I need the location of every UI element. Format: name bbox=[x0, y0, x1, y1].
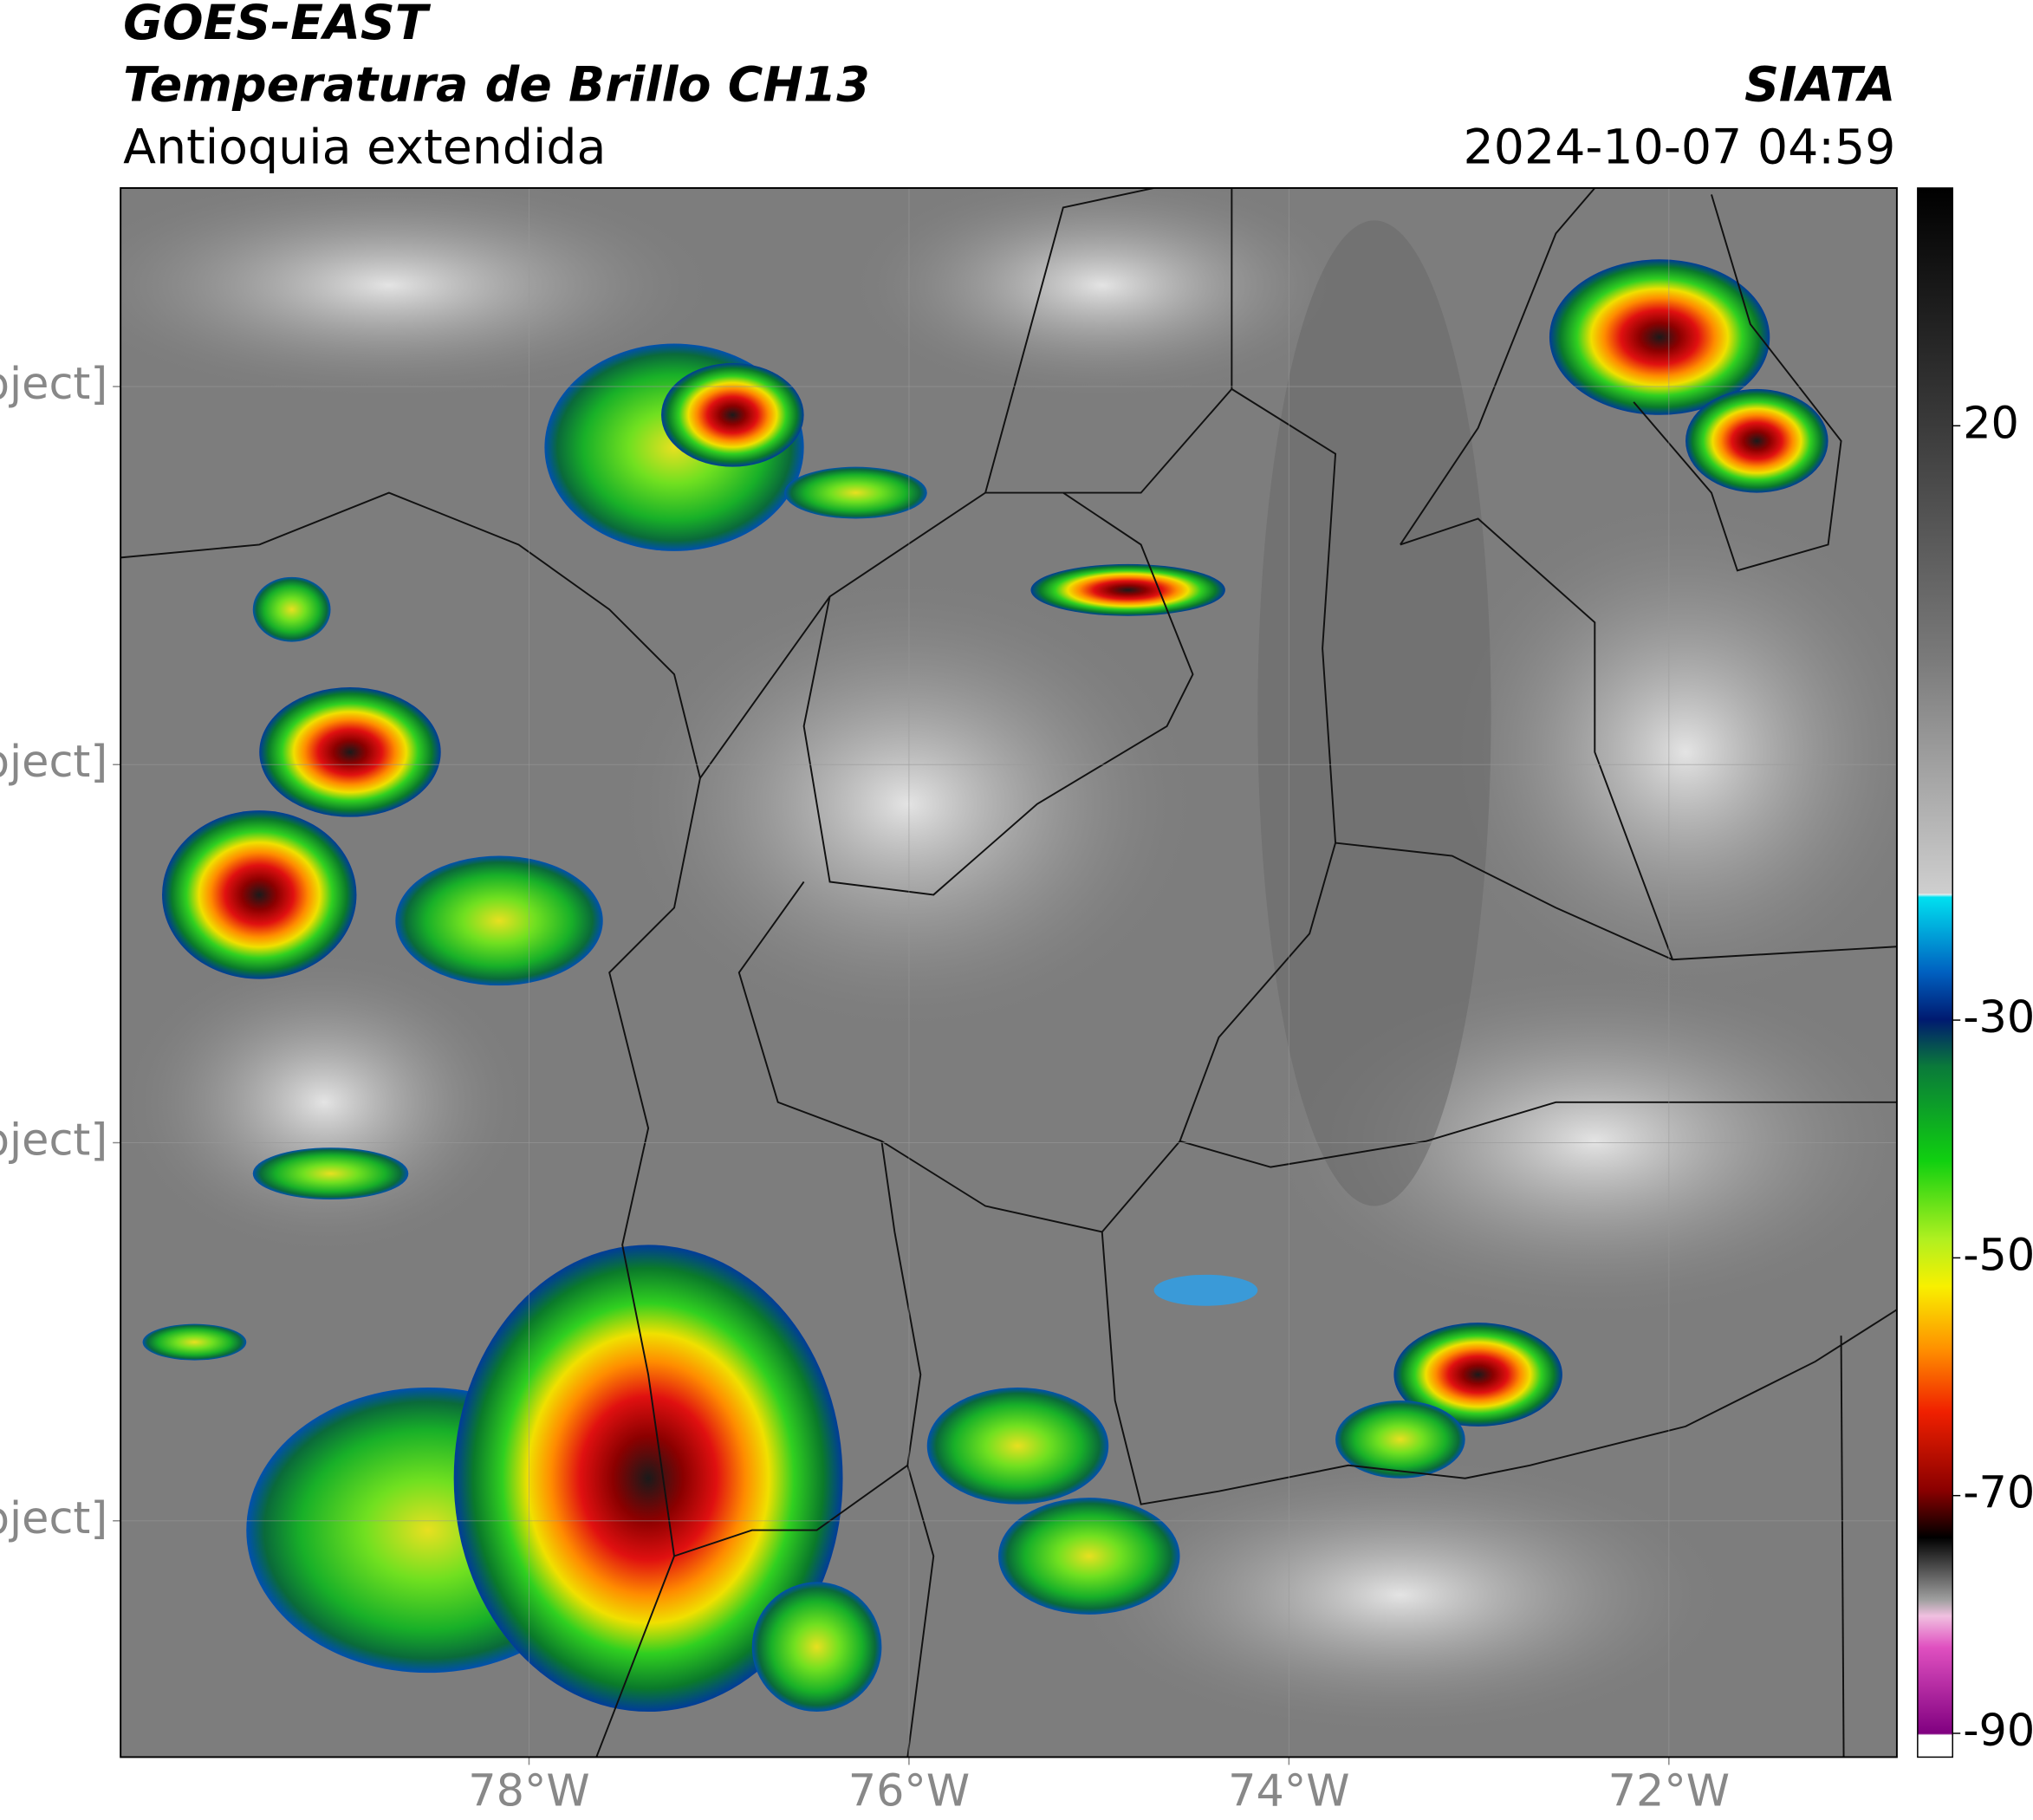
colorbar-tick-label: -30 bbox=[1963, 991, 2033, 1043]
x-tick-label: 76°W bbox=[848, 1765, 970, 1816]
source: SIATA bbox=[1744, 58, 1895, 114]
colorbar-tick-label: -50 bbox=[1963, 1229, 2033, 1280]
subtitle: Temperatura de Brillo CH13 bbox=[123, 58, 870, 114]
colorbar bbox=[1917, 187, 1953, 1758]
title: GOES-EAST bbox=[123, 0, 432, 51]
x-tick-label: 74°W bbox=[1228, 1765, 1349, 1816]
x-tick-label: 72°W bbox=[1608, 1765, 1730, 1816]
y-tick-label: [object Object] bbox=[0, 736, 107, 787]
map-image bbox=[120, 187, 1897, 1758]
map-frame bbox=[120, 186, 1898, 1758]
map-axes: 78°W 76°W 74°W 72°W [object Object] [object O… bbox=[0, 187, 1897, 1816]
y-tick-label: [object Object] bbox=[0, 1115, 107, 1166]
colorbar-tick-label: -70 bbox=[1963, 1467, 2033, 1518]
colorbar-tick-label: -90 bbox=[1963, 1705, 2033, 1756]
x-tick-label: 78°W bbox=[468, 1765, 589, 1816]
datetime: 2024-10-07 04:59 bbox=[1464, 120, 1896, 176]
colorbar-tick-label: 20 bbox=[1963, 397, 2019, 448]
region: Antioquia extendida bbox=[123, 120, 606, 176]
y-tick-label: [object Object] bbox=[0, 358, 107, 409]
y-tick-label: [object Object] bbox=[0, 1492, 107, 1544]
